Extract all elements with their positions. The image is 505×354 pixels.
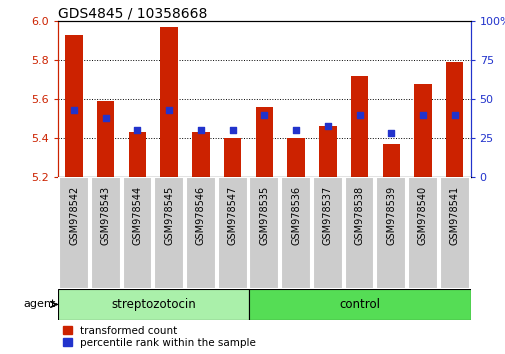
Bar (97, 101, 114, 177)
Text: control: control (338, 298, 379, 311)
Text: agent: agent (23, 299, 55, 309)
FancyBboxPatch shape (376, 177, 406, 289)
Point (228, 127, 236, 133)
Bar (414, 84, 431, 177)
Text: GSM978541: GSM978541 (449, 186, 459, 245)
Point (418, 112, 426, 118)
FancyBboxPatch shape (186, 177, 216, 289)
Point (260, 112, 268, 118)
Text: GDS4845 / 10358668: GDS4845 / 10358668 (58, 6, 207, 20)
FancyBboxPatch shape (58, 289, 248, 320)
Bar (65, 35, 83, 177)
Bar (350, 76, 368, 177)
Point (102, 115, 110, 121)
FancyBboxPatch shape (281, 177, 311, 289)
Text: GSM978538: GSM978538 (354, 186, 364, 245)
Text: GSM978539: GSM978539 (385, 186, 395, 245)
Bar (382, 144, 399, 177)
Text: streptozotocin: streptozotocin (111, 298, 195, 311)
FancyBboxPatch shape (248, 289, 470, 320)
FancyBboxPatch shape (439, 177, 469, 289)
Text: GSM978544: GSM978544 (132, 186, 142, 245)
Bar (192, 132, 209, 177)
Point (386, 131, 394, 136)
Point (291, 127, 299, 133)
Point (196, 127, 205, 133)
Legend: transformed count, percentile rank within the sample: transformed count, percentile rank withi… (63, 326, 256, 348)
Bar (319, 126, 336, 177)
Point (165, 107, 173, 113)
Text: GSM978547: GSM978547 (227, 186, 237, 245)
Text: GSM978543: GSM978543 (100, 186, 111, 245)
Bar (128, 132, 146, 177)
Text: GSM978545: GSM978545 (164, 186, 174, 245)
FancyBboxPatch shape (91, 177, 121, 289)
Text: GSM978540: GSM978540 (417, 186, 427, 245)
FancyBboxPatch shape (217, 177, 247, 289)
Point (450, 112, 458, 118)
Text: GSM978535: GSM978535 (259, 186, 269, 245)
Bar (445, 62, 463, 177)
Text: GSM978536: GSM978536 (290, 186, 300, 245)
Text: GSM978546: GSM978546 (195, 186, 206, 245)
Point (355, 112, 363, 118)
FancyBboxPatch shape (249, 177, 279, 289)
Text: GSM978537: GSM978537 (322, 186, 332, 245)
FancyBboxPatch shape (312, 177, 342, 289)
FancyBboxPatch shape (407, 177, 437, 289)
Bar (287, 138, 304, 177)
Point (323, 123, 331, 129)
FancyBboxPatch shape (154, 177, 184, 289)
Bar (224, 138, 241, 177)
FancyBboxPatch shape (122, 177, 152, 289)
FancyBboxPatch shape (59, 177, 89, 289)
Point (133, 127, 141, 133)
Bar (160, 27, 178, 177)
FancyBboxPatch shape (344, 177, 374, 289)
Text: GSM978542: GSM978542 (69, 186, 79, 245)
Bar (255, 107, 273, 177)
Point (70, 107, 78, 113)
